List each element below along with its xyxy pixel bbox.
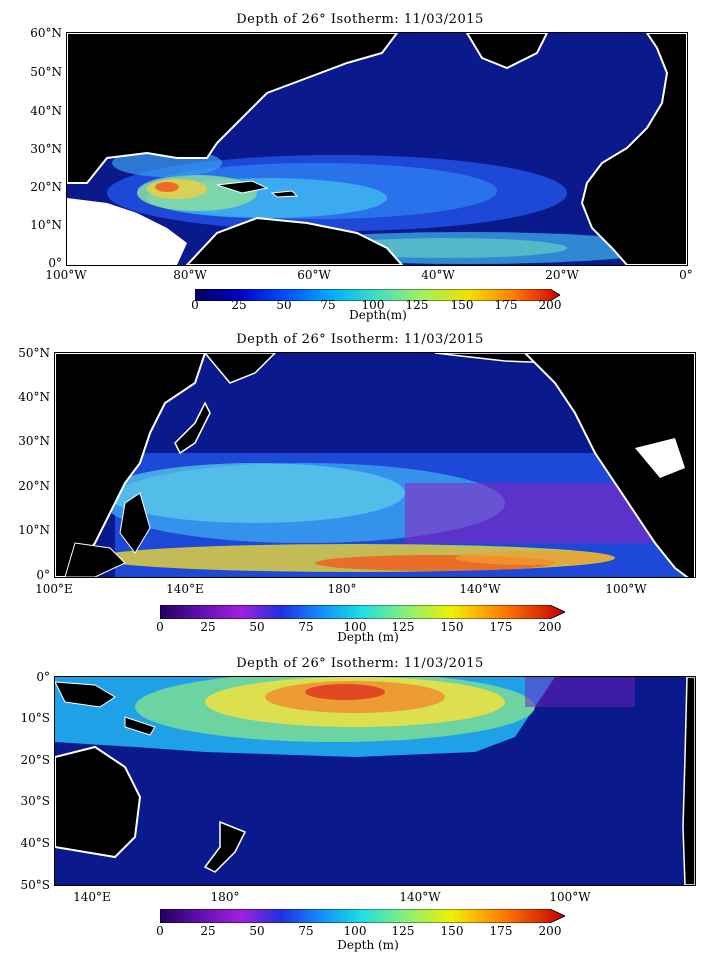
- lon-label: 60°W: [297, 268, 331, 282]
- colorbar-ticks: 0 25 50 75 100 125 150 175 200: [191, 298, 561, 312]
- colorbar-gradient: [159, 908, 566, 924]
- lon-label: 180°: [210, 890, 240, 904]
- colorbar-gradient: [194, 288, 561, 302]
- lat-label: 20°N: [30, 180, 62, 194]
- colorbar-tick: 200: [538, 924, 562, 938]
- lon-label: 180°: [327, 582, 357, 596]
- colorbar-tick: 125: [391, 620, 415, 634]
- colorbar-label: Depth (m): [337, 630, 399, 644]
- colorbar-tick: 150: [440, 620, 464, 634]
- colorbar-tick: 75: [298, 620, 314, 634]
- lat-label: 40°S: [20, 836, 51, 850]
- lat-label: 50°N: [30, 65, 62, 79]
- colorbar-tick: 100: [343, 924, 367, 938]
- lat-label: 50°N: [18, 346, 50, 360]
- lon-label: 20°W: [545, 268, 579, 282]
- lat-label: 0°: [36, 568, 50, 582]
- north-pacific-map: [54, 352, 696, 578]
- colorbar-tick: 200: [538, 298, 562, 312]
- lat-label: 60°N: [30, 26, 62, 40]
- lon-label: 140°W: [399, 890, 441, 904]
- colorbar-gradient: [159, 604, 566, 620]
- colorbar-tick: 100: [343, 620, 367, 634]
- colorbar-tick: 25: [200, 620, 216, 634]
- colorbar-tick: 25: [200, 924, 216, 938]
- lat-label: 20°S: [20, 753, 51, 767]
- lat-label: 40°N: [18, 390, 50, 404]
- colorbar-tick: 50: [276, 298, 292, 312]
- colorbar-tick: 175: [489, 924, 513, 938]
- colorbar-tick: 75: [298, 924, 314, 938]
- colorbar-tick: 0: [156, 924, 164, 938]
- lon-label: 100°E: [35, 582, 73, 596]
- south-pacific-panel: Depth of 26° Isotherm: 11/03/2015 0° 10°…: [0, 640, 720, 960]
- colorbar-tick: 175: [494, 298, 518, 312]
- colorbar-tick: 150: [450, 298, 474, 312]
- colorbar-tick: 50: [249, 924, 265, 938]
- colorbar-tick: 0: [191, 298, 199, 312]
- lon-label: 140°E: [73, 890, 111, 904]
- panel-title: Depth of 26° Isotherm: 11/03/2015: [236, 12, 484, 27]
- lat-label: 10°N: [30, 218, 62, 232]
- south-pacific-map: [54, 676, 696, 886]
- colorbar-label: Depth(m): [349, 308, 407, 322]
- colorbar: [159, 604, 566, 620]
- lat-label: 30°N: [30, 142, 62, 156]
- colorbar-tick: 200: [538, 620, 562, 634]
- lon-label: 100°W: [45, 268, 87, 282]
- colorbar-tick: 150: [440, 924, 464, 938]
- lon-label: 140°E: [166, 582, 204, 596]
- lat-label: 0°: [48, 256, 62, 270]
- panel-title: Depth of 26° Isotherm: 11/03/2015: [236, 656, 484, 671]
- colorbar-tick: 175: [489, 620, 513, 634]
- north-pacific-panel: Depth of 26° Isotherm: 11/03/2015: [0, 320, 720, 644]
- lon-label: 140°W: [459, 582, 501, 596]
- colorbar-tick: 0: [156, 620, 164, 634]
- panel-title: Depth of 26° Isotherm: 11/03/2015: [236, 332, 484, 347]
- lat-label: 10°S: [20, 711, 51, 725]
- lon-label: 0°: [679, 268, 693, 282]
- colorbar: [159, 908, 566, 924]
- lat-label: 20°N: [18, 479, 50, 493]
- lat-label: 0°: [36, 670, 50, 684]
- atlantic-panel: Depth of 26° Isotherm: 11/03/2015: [0, 0, 720, 322]
- lat-label: 30°S: [20, 794, 51, 808]
- colorbar-tick: 125: [391, 924, 415, 938]
- lat-label: 50°S: [20, 878, 51, 892]
- colorbar-tick: 25: [231, 298, 247, 312]
- lon-label: 80°W: [173, 268, 207, 282]
- lat-label: 30°N: [18, 434, 50, 448]
- colorbar-tick: 125: [405, 298, 429, 312]
- colorbar-tick: 50: [249, 620, 265, 634]
- lat-label: 40°N: [30, 104, 62, 118]
- colorbar-ticks: 0 25 50 75 100 125 150 175 200: [156, 620, 565, 634]
- lon-label: 40°W: [421, 268, 455, 282]
- lat-label: 10°N: [18, 523, 50, 537]
- colorbar: [194, 286, 561, 302]
- colorbar-tick: 100: [361, 298, 385, 312]
- lon-label: 100°W: [549, 890, 591, 904]
- colorbar-label: Depth (m): [337, 938, 399, 952]
- atlantic-map: [66, 32, 688, 266]
- colorbar-tick: 75: [320, 298, 336, 312]
- lon-label: 100°W: [605, 582, 647, 596]
- colorbar-ticks: 0 25 50 75 100 125 150 175 200: [156, 924, 565, 938]
